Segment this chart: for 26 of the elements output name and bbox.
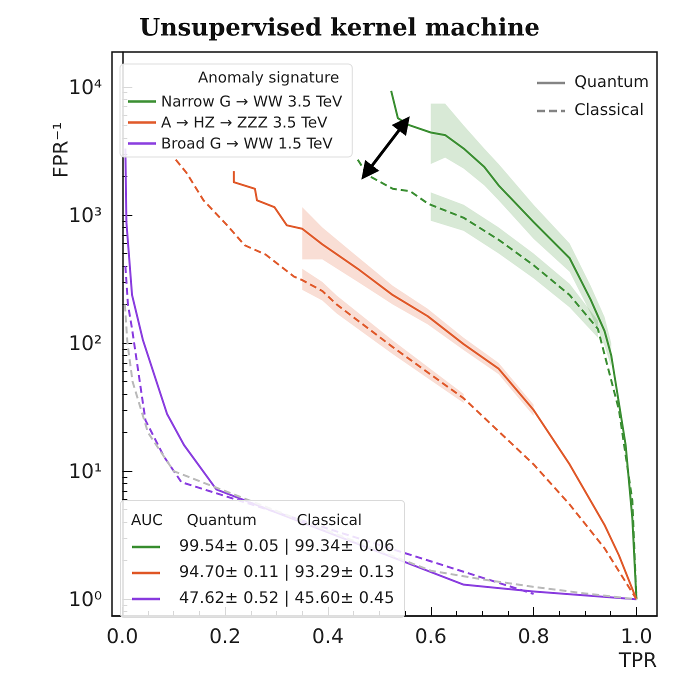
- x-axis-title: TPR: [618, 648, 658, 672]
- legend-label: Narrow G → WW 3.5 TeV: [161, 92, 343, 110]
- x-tick-label: 0.2: [209, 624, 242, 648]
- y-tick-label: 10⁰: [68, 587, 102, 612]
- legend-label: Broad G → WW 1.5 TeV: [161, 134, 334, 152]
- legend-label: A → HZ → ZZZ 3.5 TeV: [161, 114, 328, 132]
- annotation: Quantum: [574, 72, 649, 91]
- y-axis-title: FPR⁻¹: [48, 122, 72, 178]
- annotation: 47.62± 0.52 | 45.60± 0.45: [179, 588, 394, 607]
- chart-title: Unsupervised kernel machine: [139, 12, 540, 42]
- x-tick-label: 0.6: [414, 624, 447, 648]
- annotation: Classical: [296, 511, 362, 529]
- legend-title: Anomaly signature: [198, 68, 340, 86]
- x-tick-label: 1.0: [620, 624, 652, 648]
- x-tick-label: 0.0: [106, 624, 138, 648]
- annotation: AUC: [131, 511, 163, 529]
- y-tick-label: 10²: [68, 331, 102, 356]
- annotation: Quantum: [186, 511, 257, 529]
- x-tick-label: 0.8: [518, 624, 550, 648]
- y-tick-label: 10¹: [68, 459, 102, 484]
- x-tick-label: 0.4: [312, 624, 344, 648]
- annotation: 94.70± 0.11 | 93.29± 0.13: [179, 562, 394, 581]
- y-tick-label: 10³: [68, 202, 102, 227]
- y-tick-label: 10⁴: [68, 74, 102, 99]
- annotation: 99.54± 0.05 | 99.34± 0.06: [179, 536, 394, 555]
- annotation: Classical: [574, 100, 644, 119]
